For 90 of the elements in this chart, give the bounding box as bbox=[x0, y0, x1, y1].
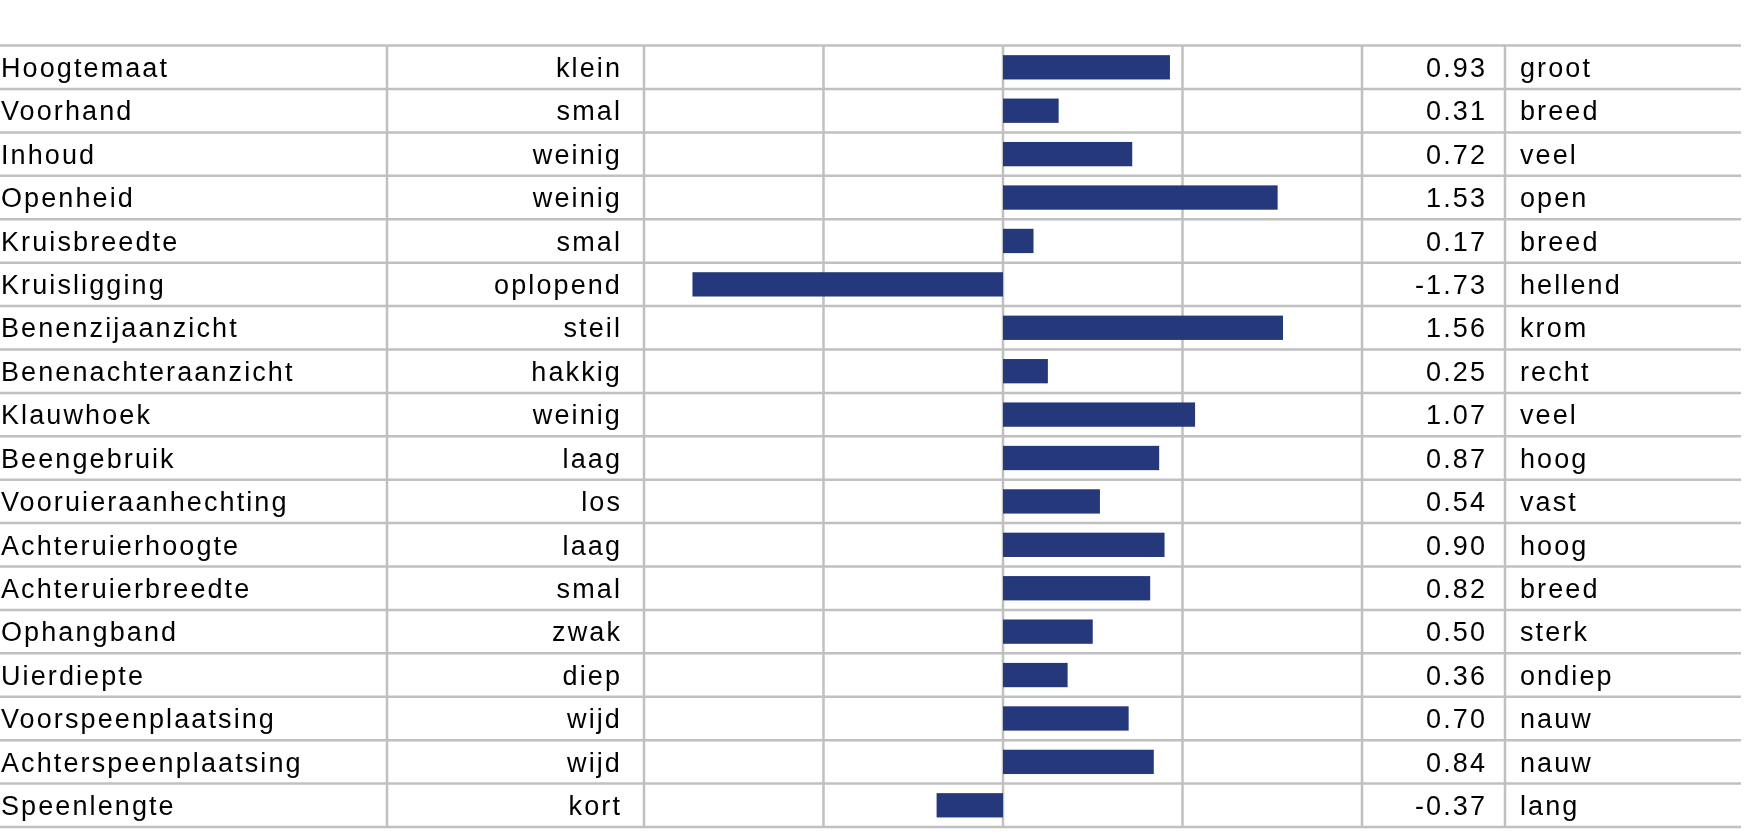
data-label: 1.56 bbox=[1426, 313, 1487, 344]
y-tick-label: Vooruieraanhechting bbox=[1, 487, 289, 518]
y-tick-label: Beengebruik bbox=[1, 443, 176, 474]
text: vast bbox=[1520, 487, 1578, 518]
text: veel bbox=[1520, 139, 1578, 170]
text: hakkig bbox=[531, 356, 622, 387]
data-label: 0.84 bbox=[1426, 747, 1487, 778]
text: steil bbox=[563, 313, 622, 344]
text: hellend bbox=[1520, 270, 1622, 301]
text: diep bbox=[562, 660, 622, 691]
text: weinig bbox=[531, 139, 622, 170]
bar bbox=[1003, 98, 1059, 123]
y-tick-label: Kruisbreedte bbox=[1, 226, 180, 257]
text: breed bbox=[1520, 226, 1600, 257]
bar bbox=[1003, 706, 1129, 731]
y-tick-label: Speenlengte bbox=[1, 791, 176, 822]
text: breed bbox=[1520, 96, 1600, 127]
text: smal bbox=[556, 573, 622, 604]
data-label: 0.36 bbox=[1426, 660, 1487, 691]
y-tick-label: Openheid bbox=[1, 183, 135, 214]
bar bbox=[1003, 359, 1048, 384]
text: nauw bbox=[1520, 747, 1593, 778]
data-label: 0.54 bbox=[1426, 487, 1487, 518]
data-label: 0.90 bbox=[1426, 530, 1487, 561]
text: breed bbox=[1520, 573, 1600, 604]
y-tick-label: Kruisligging bbox=[1, 270, 166, 301]
bar bbox=[1003, 662, 1068, 688]
data-label: 0.31 bbox=[1426, 96, 1487, 127]
text: groot bbox=[1520, 53, 1593, 84]
data-label: 0.17 bbox=[1426, 226, 1487, 257]
text: sterk bbox=[1520, 617, 1590, 648]
bar bbox=[1003, 576, 1151, 601]
bar bbox=[1003, 55, 1170, 80]
y-tick-label: Hoogtemaat bbox=[1, 53, 170, 84]
bar bbox=[692, 272, 1003, 297]
bar bbox=[1003, 532, 1165, 557]
text: smal bbox=[556, 226, 622, 257]
bar bbox=[1003, 315, 1284, 340]
text: hoog bbox=[1520, 530, 1589, 561]
y-tick-label: Achterspeenplaatsing bbox=[1, 747, 303, 778]
y-tick-label: Klauwhoek bbox=[1, 400, 152, 431]
text: los bbox=[581, 487, 622, 518]
text: wijd bbox=[566, 747, 622, 778]
text: lang bbox=[1520, 791, 1580, 822]
bar bbox=[1003, 228, 1034, 254]
bar bbox=[1003, 185, 1278, 210]
y-tick-label: Ophangband bbox=[1, 617, 179, 648]
bar bbox=[1003, 489, 1100, 514]
text: klein bbox=[555, 53, 622, 84]
data-label: 0.82 bbox=[1426, 573, 1487, 604]
text: open bbox=[1520, 183, 1589, 214]
bar bbox=[1003, 619, 1093, 644]
text: oplopend bbox=[494, 270, 622, 301]
text: wijd bbox=[566, 704, 622, 735]
text: nauw bbox=[1520, 704, 1593, 735]
text: smal bbox=[556, 96, 622, 127]
text: veel bbox=[1520, 400, 1578, 431]
text: laag bbox=[562, 530, 622, 561]
data-label: -0.37 bbox=[1414, 791, 1487, 822]
text: zwak bbox=[552, 617, 622, 648]
y-tick-label: Inhoud bbox=[1, 139, 97, 170]
data-label: 0.50 bbox=[1426, 617, 1487, 648]
y-tick-label: Benenzijaanzicht bbox=[1, 313, 239, 344]
bar bbox=[1003, 141, 1133, 167]
data-label: 0.25 bbox=[1426, 356, 1487, 387]
data-label: 0.87 bbox=[1426, 443, 1487, 474]
bar bbox=[1003, 445, 1160, 471]
y-tick-label: Benenachteraanzicht bbox=[1, 356, 295, 387]
y-tick-label: Uierdiepte bbox=[1, 660, 146, 691]
bar bbox=[936, 793, 1003, 818]
text: ondiep bbox=[1520, 660, 1614, 691]
data-label: 0.72 bbox=[1426, 139, 1487, 170]
text: laag bbox=[562, 443, 622, 474]
data-label: 0.93 bbox=[1426, 53, 1487, 84]
text: weinig bbox=[531, 183, 622, 214]
text: krom bbox=[1520, 313, 1589, 344]
text: hoog bbox=[1520, 443, 1589, 474]
text: recht bbox=[1520, 356, 1591, 387]
data-label: 0.70 bbox=[1426, 704, 1487, 735]
bar bbox=[1003, 749, 1154, 775]
bar bbox=[1003, 402, 1196, 427]
y-tick-label: Achteruierbreedte bbox=[1, 573, 252, 604]
text: kort bbox=[568, 791, 622, 822]
y-tick-label: Achteruierhoogte bbox=[1, 530, 241, 561]
y-tick-label: Voorspeenplaatsing bbox=[1, 704, 276, 735]
data-label: 1.53 bbox=[1426, 183, 1487, 214]
data-label: 1.07 bbox=[1426, 400, 1487, 431]
text: weinig bbox=[531, 400, 622, 431]
y-tick-label: Voorhand bbox=[1, 96, 134, 127]
data-label: -1.73 bbox=[1414, 270, 1487, 301]
